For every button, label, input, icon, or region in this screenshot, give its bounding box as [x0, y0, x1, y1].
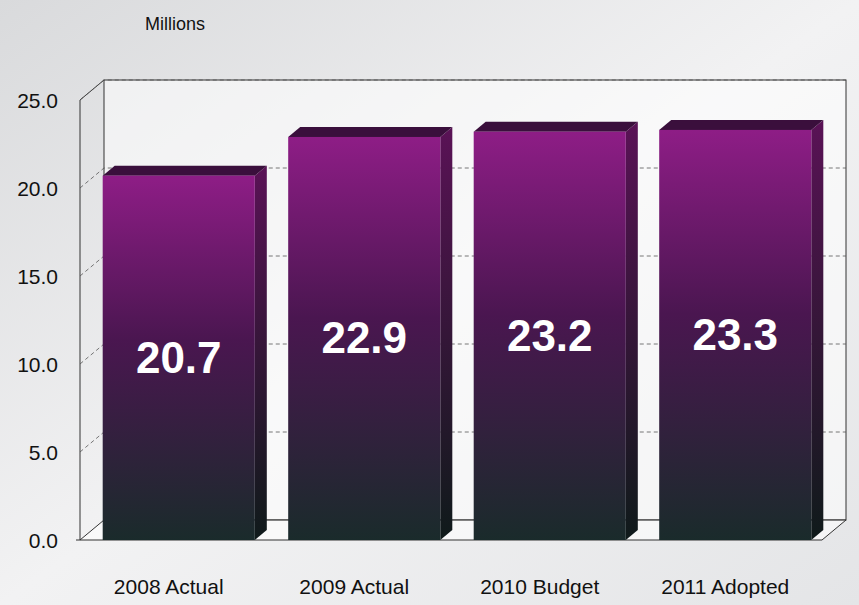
tick-label: 10.0 — [17, 353, 58, 376]
bar — [288, 137, 440, 540]
bar-top — [288, 127, 452, 137]
tick-label: 0.0 — [29, 529, 58, 552]
tick-mark — [76, 540, 80, 541]
tick-label: 5.0 — [29, 441, 58, 464]
data-label: 20.7 — [136, 333, 222, 382]
y-ticks: 0.0 5.0 10.0 15.0 20.0 25.0 — [17, 80, 846, 552]
bars — [103, 120, 824, 540]
chart: 0.0 5.0 10.0 15.0 20.0 25.0 Millions 20.7 2008 A… — [0, 0, 859, 605]
bar — [659, 130, 811, 540]
data-label: 22.9 — [321, 313, 407, 362]
category-label: 2008 Actual — [114, 575, 224, 598]
bar-group — [288, 127, 452, 540]
category-label: 2009 Actual — [299, 575, 409, 598]
category-label: 2010 Budget — [480, 575, 599, 598]
data-label: 23.3 — [692, 310, 778, 359]
frame — [80, 80, 846, 540]
tick-label: 15.0 — [17, 265, 58, 288]
bar-group — [659, 120, 823, 540]
background — [0, 0, 859, 605]
bar — [103, 176, 255, 540]
axis-title: Millions — [145, 14, 205, 34]
y-axis — [80, 100, 81, 540]
bar-top — [474, 122, 638, 132]
tick-label: 20.0 — [17, 177, 58, 200]
bar-top — [103, 166, 267, 176]
bar-side — [626, 122, 638, 540]
grid-line — [80, 80, 846, 100]
labels: 20.7 2008 Actual 22.9 2009 Actual 23.2 2010 B… — [114, 310, 789, 598]
data-label: 23.2 — [507, 311, 593, 360]
bar-top — [659, 120, 823, 130]
bar-side — [440, 127, 452, 540]
bar — [474, 132, 626, 540]
tick-label: 25.0 — [17, 89, 58, 112]
bar-group — [474, 122, 638, 540]
bar-side — [811, 120, 823, 540]
bar-side — [255, 166, 267, 540]
bar-group — [103, 166, 267, 540]
page: {"chart_data": {"type": "bar", "y_label"… — [0, 0, 859, 605]
category-label: 2011 Adopted — [661, 575, 789, 598]
